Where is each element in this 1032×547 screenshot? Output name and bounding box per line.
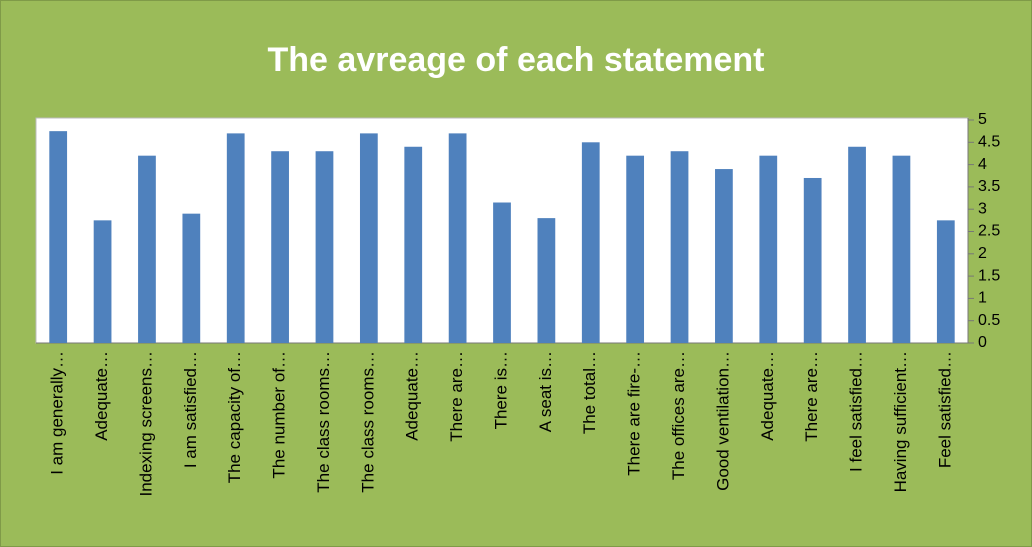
x-tick-label: The class rooms… bbox=[314, 351, 333, 493]
bar bbox=[138, 155, 156, 343]
x-tick-label: The offices are… bbox=[669, 351, 688, 480]
x-tick-label: Having sufficient… bbox=[891, 351, 910, 492]
y-tick-label: 3.5 bbox=[978, 178, 1000, 195]
bar bbox=[892, 155, 911, 343]
y-tick-label: 5 bbox=[978, 111, 987, 128]
bar bbox=[670, 151, 689, 343]
bar bbox=[759, 155, 778, 343]
bar bbox=[49, 131, 68, 343]
bar bbox=[448, 133, 467, 343]
bar bbox=[581, 142, 600, 343]
bar bbox=[848, 146, 866, 343]
bar bbox=[626, 155, 645, 343]
x-tick-label: Feel satisfied… bbox=[935, 351, 954, 468]
x-tick-label: Adequate… bbox=[758, 351, 777, 441]
bar bbox=[271, 151, 289, 343]
x-tick-label: Adequate… bbox=[92, 351, 111, 441]
chart-title: The avreage of each statement bbox=[268, 41, 765, 79]
bar bbox=[493, 202, 511, 343]
x-tick-label: Good ventilation… bbox=[713, 351, 732, 491]
x-tick-label: Adequate… bbox=[403, 351, 422, 441]
bar bbox=[404, 146, 423, 343]
y-tick-label: 3 bbox=[978, 200, 987, 217]
y-tick-label: 2.5 bbox=[978, 223, 1000, 240]
y-tick-label: 1.5 bbox=[978, 267, 1000, 284]
x-tick-label: A seat is… bbox=[536, 351, 555, 432]
x-tick-label: I am satisfied… bbox=[181, 351, 200, 468]
bar bbox=[226, 133, 245, 343]
y-tick-label: 0 bbox=[978, 334, 987, 351]
bar bbox=[93, 220, 112, 343]
bar bbox=[936, 220, 955, 343]
bar bbox=[315, 151, 334, 343]
x-tick-label: Indexing screens… bbox=[136, 351, 155, 497]
y-tick-label: 2 bbox=[978, 245, 987, 262]
bar bbox=[182, 213, 201, 343]
x-tick-label: I am generally… bbox=[48, 351, 67, 475]
y-tick-label: 0.5 bbox=[978, 312, 1000, 329]
x-tick-label: There are… bbox=[802, 351, 821, 442]
x-tick-label: There is… bbox=[491, 351, 510, 429]
y-tick-label: 1 bbox=[978, 290, 987, 307]
y-tick-label: 4.5 bbox=[978, 134, 1000, 151]
bar bbox=[803, 177, 822, 343]
x-tick-label: The class rooms… bbox=[358, 351, 377, 493]
x-tick-label: I feel satisfied… bbox=[847, 351, 866, 472]
x-tick-label: The capacity of… bbox=[225, 351, 244, 483]
x-tick-label: There are fire-… bbox=[625, 351, 644, 476]
x-tick-label: The total… bbox=[580, 351, 599, 434]
x-tick-label: There are… bbox=[447, 351, 466, 442]
bar bbox=[537, 218, 556, 343]
y-tick-label: 4 bbox=[978, 156, 987, 173]
bar bbox=[715, 169, 733, 343]
bar bbox=[359, 133, 378, 343]
x-tick-label: The number of… bbox=[270, 351, 289, 479]
